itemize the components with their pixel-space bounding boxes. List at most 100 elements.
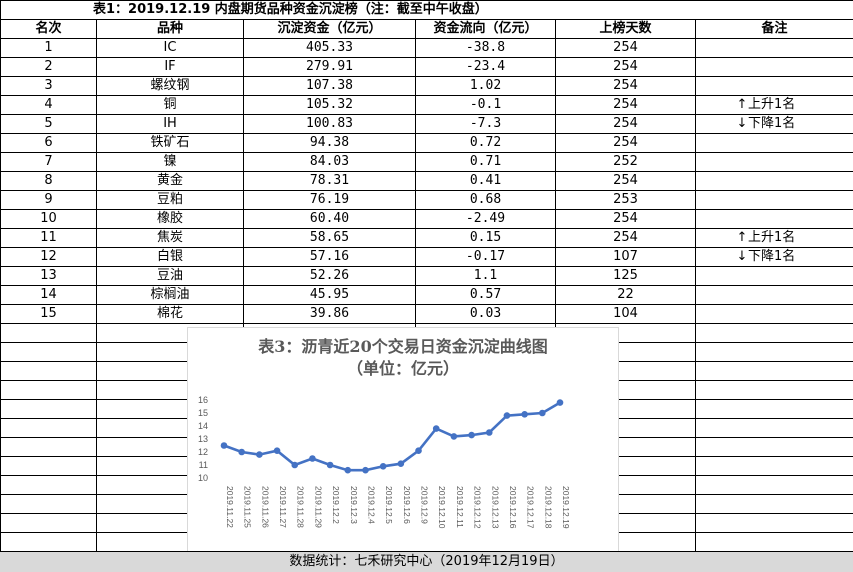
column-header: 沉淀资金（亿元） [244,20,416,39]
cell-rank: 1 [1,39,97,58]
cell-days: 254 [556,115,696,134]
cell-fund: 78.31 [244,172,416,191]
cell-flow: 1.02 [416,77,556,96]
cell-flow: -38.8 [416,39,556,58]
cell-days: 107 [556,248,696,267]
data-point [221,442,228,449]
cell-rank: 12 [1,248,97,267]
x-tick-label: 2019.12.10 [437,486,447,529]
empty-cell [696,400,853,419]
column-header: 备注 [696,20,853,39]
cell-note [696,172,853,191]
empty-cell [1,343,97,362]
cell-days: 125 [556,267,696,286]
x-tick-label: 2019.12.17 [526,486,536,529]
cell-note [696,210,853,229]
data-point [539,410,546,417]
cell-fund: 100.83 [244,115,416,134]
cell-flow: 0.68 [416,191,556,210]
x-tick-label: 2019.12.9 [420,486,430,524]
y-tick-label: 11 [199,460,208,470]
empty-cell [696,514,853,533]
empty-cell [1,400,97,419]
empty-cell [1,419,97,438]
column-header: 上榜天数 [556,20,696,39]
data-point [291,462,298,469]
empty-cell [1,533,97,552]
cell-note [696,191,853,210]
cell-fund: 58.65 [244,229,416,248]
x-tick-label: 2019.12.16 [508,486,518,529]
cell-fund: 52.26 [244,267,416,286]
empty-cell [1,438,97,457]
cell-rank: 14 [1,286,97,305]
cell-flow: -7.3 [416,115,556,134]
y-tick-label: 10 [198,473,208,483]
cell-fund: 94.38 [244,134,416,153]
data-point [327,462,334,469]
empty-cell [696,419,853,438]
cell-note [696,286,853,305]
data-point [238,449,245,456]
x-tick-label: 2019.12.13 [490,486,500,529]
cell-fund: 279.91 [244,58,416,77]
data-point [486,429,493,436]
cell-fund: 57.16 [244,248,416,267]
cell-fund: 105.32 [244,96,416,115]
cell-flow: 0.57 [416,286,556,305]
title-row: 表1：2019.12.19 内盘期货品种资金沉淀榜（注：截至中午收盘） [1,1,853,20]
note-text: 下降1名 [748,116,795,131]
cell-flow: -23.4 [416,58,556,77]
cell-name: 镍 [97,153,244,172]
cell-days: 254 [556,172,696,191]
cell-rank: 15 [1,305,97,324]
cell-days: 254 [556,210,696,229]
cell-flow: 1.1 [416,267,556,286]
cell-name: IF [97,58,244,77]
cell-name: 橡胶 [97,210,244,229]
empty-cell [696,343,853,362]
cell-note: ↓下降1名 [696,115,853,134]
cell-flow: -2.49 [416,210,556,229]
cell-name: IC [97,39,244,58]
cell-flow: 0.41 [416,172,556,191]
x-tick-label: 2019.11.22 [225,486,235,528]
data-point [274,447,281,454]
data-point [451,433,458,440]
cell-name: 豆粕 [97,191,244,210]
x-tick-label: 2019.12.3 [349,486,359,524]
cell-flow: 0.71 [416,153,556,172]
data-point [256,451,263,458]
cell-fund: 39.86 [244,305,416,324]
cell-name: 焦炭 [97,229,244,248]
cell-flow: 0.15 [416,229,556,248]
empty-cell [696,381,853,400]
x-tick-label: 2019.11.25 [243,486,253,528]
cell-rank: 7 [1,153,97,172]
cell-name: IH [97,115,244,134]
cell-note [696,153,853,172]
x-tick-label: 2019.11.27 [278,486,288,528]
arrow-down-icon: ↓ [736,248,748,266]
cell-days: 254 [556,229,696,248]
table-title: 表1：2019.12.19 内盘期货品种资金沉淀榜（注：截至中午收盘） [1,1,853,20]
cell-note [696,267,853,286]
cell-name: 黄金 [97,172,244,191]
x-tick-label: 2019.11.29 [313,486,323,528]
data-point [415,447,422,454]
cell-days: 254 [556,134,696,153]
data-point [521,411,528,418]
x-tick-label: 2019.11.26 [260,486,270,528]
series-line [224,403,560,471]
x-tick-label: 2019.12.18 [543,486,553,529]
x-tick-label: 2019.12.6 [402,486,412,524]
cell-rank: 3 [1,77,97,96]
y-tick-label: 15 [198,408,208,418]
cell-note: ↑上升1名 [696,96,853,115]
cell-days: 104 [556,305,696,324]
